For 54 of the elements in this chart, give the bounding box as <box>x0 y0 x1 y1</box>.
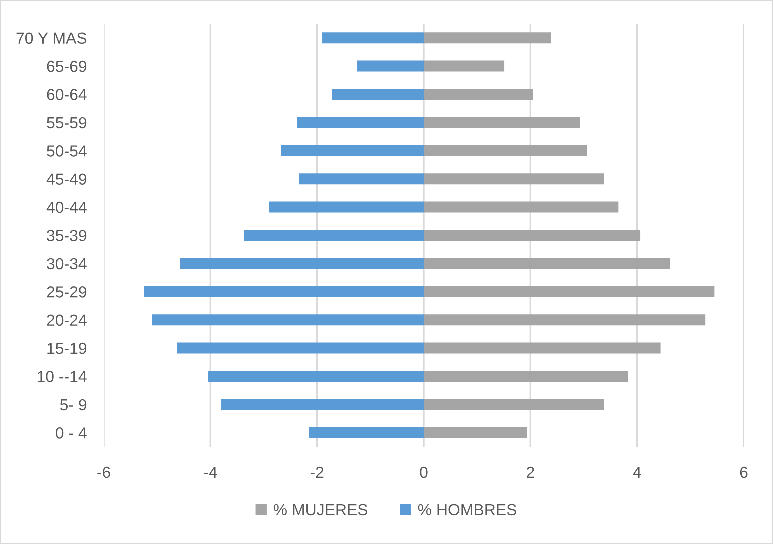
bar <box>424 60 505 72</box>
bar <box>424 314 706 326</box>
bar <box>424 230 641 241</box>
y-tick-label: 70 Y MAS <box>16 32 87 44</box>
bar <box>424 89 534 100</box>
bar <box>357 60 424 72</box>
x-tick-label: -2 <box>310 466 324 478</box>
bar <box>424 342 661 354</box>
bar <box>309 427 424 438</box>
bar <box>424 371 628 382</box>
bar <box>424 202 619 213</box>
bar <box>281 145 424 156</box>
y-tick-label: 55-59 <box>47 117 87 129</box>
y-tick-label: 10 --14 <box>38 371 87 382</box>
y-tick-label: 5- 9 <box>60 399 87 411</box>
bar <box>424 286 715 298</box>
y-tick-label: 30-34 <box>47 258 87 270</box>
x-tick-label: -4 <box>204 467 218 478</box>
legend-label: % MUJERES <box>274 504 368 516</box>
y-tick-label: 45-49 <box>46 174 87 186</box>
bar <box>424 145 588 156</box>
bar <box>424 399 604 410</box>
bar <box>424 174 604 185</box>
bar <box>269 202 424 213</box>
bar <box>424 427 528 438</box>
x-tick-label: 4 <box>633 467 642 478</box>
bar <box>424 117 580 128</box>
bar <box>322 32 424 44</box>
bar <box>177 342 424 354</box>
bar <box>299 174 424 185</box>
bar <box>144 286 424 298</box>
y-tick-label: 35-39 <box>47 230 87 242</box>
x-tick-label: 6 <box>740 466 748 478</box>
y-tick-label: 40-44 <box>46 202 87 214</box>
bar <box>297 117 424 128</box>
legend-label: % HOMBRES <box>418 504 516 516</box>
y-tick-label: 0 - 4 <box>56 428 87 439</box>
bar <box>152 314 424 326</box>
y-tick-label: 20-24 <box>47 314 87 326</box>
bar <box>332 89 424 100</box>
bar <box>244 230 424 241</box>
bar <box>424 258 670 270</box>
bar <box>208 371 424 382</box>
y-tick-label: 15-19 <box>48 342 87 354</box>
y-tick-label: 60-64 <box>47 89 87 100</box>
bar <box>424 32 552 44</box>
bar <box>180 258 424 270</box>
y-tick-label: 50-54 <box>47 146 87 157</box>
x-tick-label: 2 <box>527 466 534 478</box>
x-tick-label: -6 <box>98 466 110 478</box>
y-tick-label: 25-29 <box>47 286 87 298</box>
y-tick-label: 65-69 <box>47 60 87 72</box>
x-tick-label: 0 <box>420 466 428 478</box>
bar <box>221 399 424 410</box>
